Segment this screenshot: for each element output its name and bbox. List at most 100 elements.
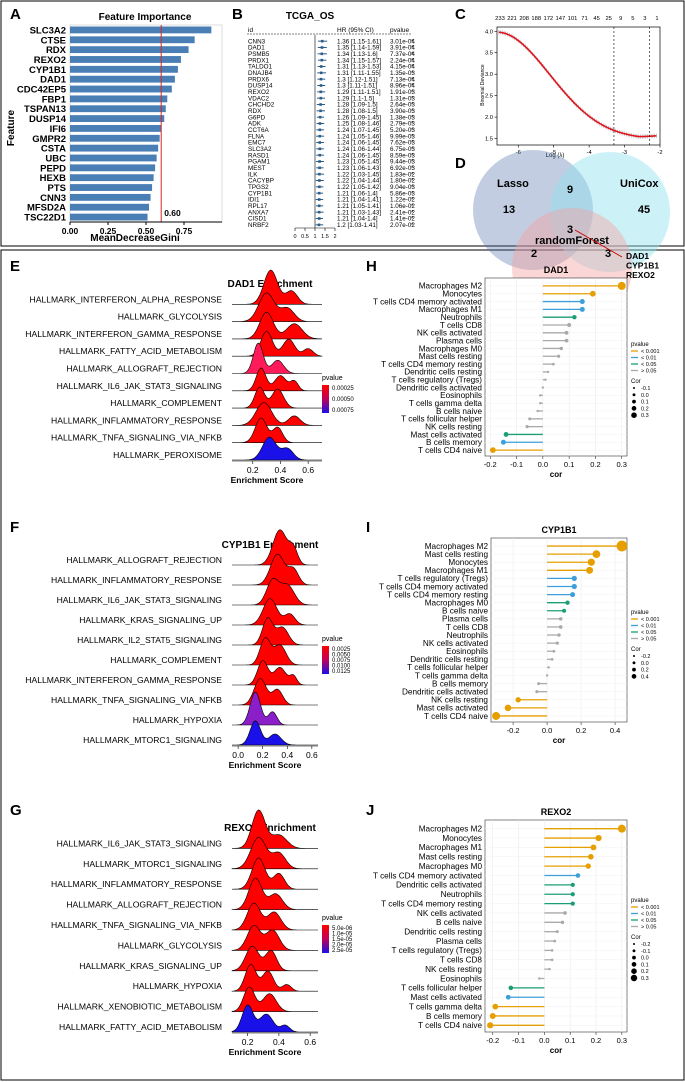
ridge-title: REXO2 Enrichment: [224, 823, 316, 834]
lollipop-category-label: Macrophages M1: [419, 305, 483, 314]
legend-cor-item: 0.0: [641, 661, 649, 667]
lasso-top-tick: 172: [543, 16, 553, 22]
pvalue-label: 1.91e-03: [390, 89, 415, 96]
legend-cor-item: 0.3: [641, 413, 649, 419]
ridge-label: HALLMARK_ALLOGRAFT_REJECTION: [66, 364, 222, 374]
hr-label: 1.34 [1.15-1.57]: [337, 57, 381, 64]
hr-point: [317, 204, 321, 208]
sig-marker: *: [411, 38, 414, 45]
ridge-label: HALLMARK_FATTY_ACID_METABOLISM: [59, 1022, 222, 1032]
lollipop-category-label: Macrophages M1: [425, 566, 489, 575]
lasso-x-tick-label: -6: [516, 150, 521, 156]
lollipop-category-label: Plasma cells: [442, 615, 488, 624]
ridge-label: HALLMARK_GLYCOLYSIS: [118, 940, 223, 950]
sig-marker: *: [411, 70, 414, 77]
lollipop-category-label: T cells CD8: [446, 623, 489, 632]
gene-label: EMC7: [248, 140, 266, 147]
lasso-top-tick: 208: [519, 16, 529, 22]
bar: [70, 213, 148, 221]
hr-point: [318, 166, 321, 170]
lollipop-dot: [567, 323, 572, 327]
lollipop-x-tick-label: 0.4: [610, 726, 620, 735]
lollipop-category-label: Macrophages M0: [419, 344, 483, 353]
ridge-legend-tick: 2.5e-05: [332, 948, 353, 954]
gene-label: ADK: [248, 121, 262, 128]
lollipop-dot: [563, 911, 567, 915]
lollipop-dot: [539, 394, 542, 397]
ridge-legend-title: pvalue: [322, 915, 343, 922]
venn-count: 2: [531, 248, 537, 260]
bar: [70, 65, 178, 73]
sig-marker: *: [411, 178, 414, 185]
gene-label: RPL17: [248, 203, 268, 210]
lollipop-dot: [550, 949, 554, 952]
ridge-legend-tick: 0.0025: [332, 647, 351, 653]
category-label: CDC42EP5: [17, 85, 67, 96]
legend-cor-item: 0.2: [641, 668, 649, 674]
lollipop-category-label: T cells CD4 memory activated: [379, 582, 488, 591]
pvalue-label: 1.41e-02: [390, 216, 415, 223]
pvalue-label: 7.13e-04: [390, 76, 415, 83]
lasso-top-tick: 221: [507, 16, 517, 22]
hr-label: 1.24 [1.06-1.45]: [337, 152, 381, 159]
forest-header-id: id: [248, 27, 253, 34]
legend-cor-dot: [631, 968, 637, 974]
ridge-density: [232, 720, 318, 746]
lollipop-x-tick-label: 0.1: [565, 1036, 575, 1045]
sig-marker: *: [411, 76, 414, 83]
lollipop-dot: [525, 425, 529, 429]
lollipop-dot: [617, 824, 626, 833]
lollipop-dot: [617, 281, 626, 290]
lollipop-category-label: Eosinophils: [440, 974, 482, 983]
hr-label: 1.25 [1.08-1.46]: [337, 121, 381, 128]
sig-marker: *: [411, 102, 414, 109]
lollipop-category-label: Mast cells activated: [417, 704, 489, 713]
legend-cor-title: Cor: [631, 935, 641, 941]
venn-callout-gene: REXO2: [626, 270, 655, 280]
lollipop-dot: [570, 901, 575, 906]
venn-circle-lasso: [473, 150, 593, 270]
lollipop-xlabel: cor: [553, 736, 565, 745]
forest-header-pvalue: pvalue: [390, 27, 410, 34]
category-label: TSC22D1: [24, 213, 66, 224]
legend-pvalue-item: < 0.05: [641, 362, 656, 368]
sig-marker: *: [411, 95, 414, 102]
pvalue-label: 2.79e-03: [390, 121, 415, 128]
ridge-density: [231, 945, 318, 972]
panel-letter-b: B: [232, 6, 243, 23]
panel-letter-d: D: [455, 155, 466, 172]
gene-label: PGAM1: [248, 159, 271, 166]
sig-marker: *: [411, 121, 414, 128]
hr-label: 1.21 [1.04-1.41]: [337, 197, 381, 204]
lollipop-category-label: B cells naive: [436, 407, 482, 416]
lollipop-category-label: Macrophages M2: [419, 282, 483, 291]
gene-label: FLNA: [248, 133, 265, 140]
pvalue-label: 5.86e-03: [390, 190, 415, 197]
sig-marker: *: [411, 171, 414, 178]
hr-label: 1.29 [1.1-1.5]: [337, 95, 374, 102]
ridge-density: [232, 660, 318, 686]
sig-marker: *: [411, 197, 414, 204]
lollipop-category-label: Monocytes: [448, 558, 488, 567]
lasso-top-tick: 233: [495, 16, 505, 22]
lasso-x-tick-label: -4: [587, 150, 593, 156]
lasso-top-tick: 9: [619, 16, 622, 22]
hr-point: [320, 58, 324, 62]
lasso-y-tick-label: 3.0: [485, 72, 493, 78]
bar: [70, 105, 166, 113]
hr-label: 1.21 [1.06-1.4]: [337, 190, 378, 197]
gene-label: ANXA7: [248, 209, 269, 216]
legend-pvalue-item: < 0.001: [641, 617, 660, 623]
gene-label: CHCHD2: [248, 102, 275, 109]
legend-cor-item: 0.0: [641, 956, 649, 962]
legend-cor-dot: [631, 406, 637, 411]
lollipop-dot: [492, 1003, 499, 1010]
lollipop-category-label: Neutrophils: [441, 890, 482, 899]
forest-x-tick-label: 1.5: [321, 234, 329, 240]
category-label: DAD1: [40, 75, 67, 86]
ridge-density: [232, 386, 322, 409]
panel-letter-c: C: [455, 6, 466, 23]
sig-marker: *: [411, 133, 414, 140]
gene-label: CACYBP: [248, 178, 274, 185]
lollipop-dot: [595, 834, 602, 842]
